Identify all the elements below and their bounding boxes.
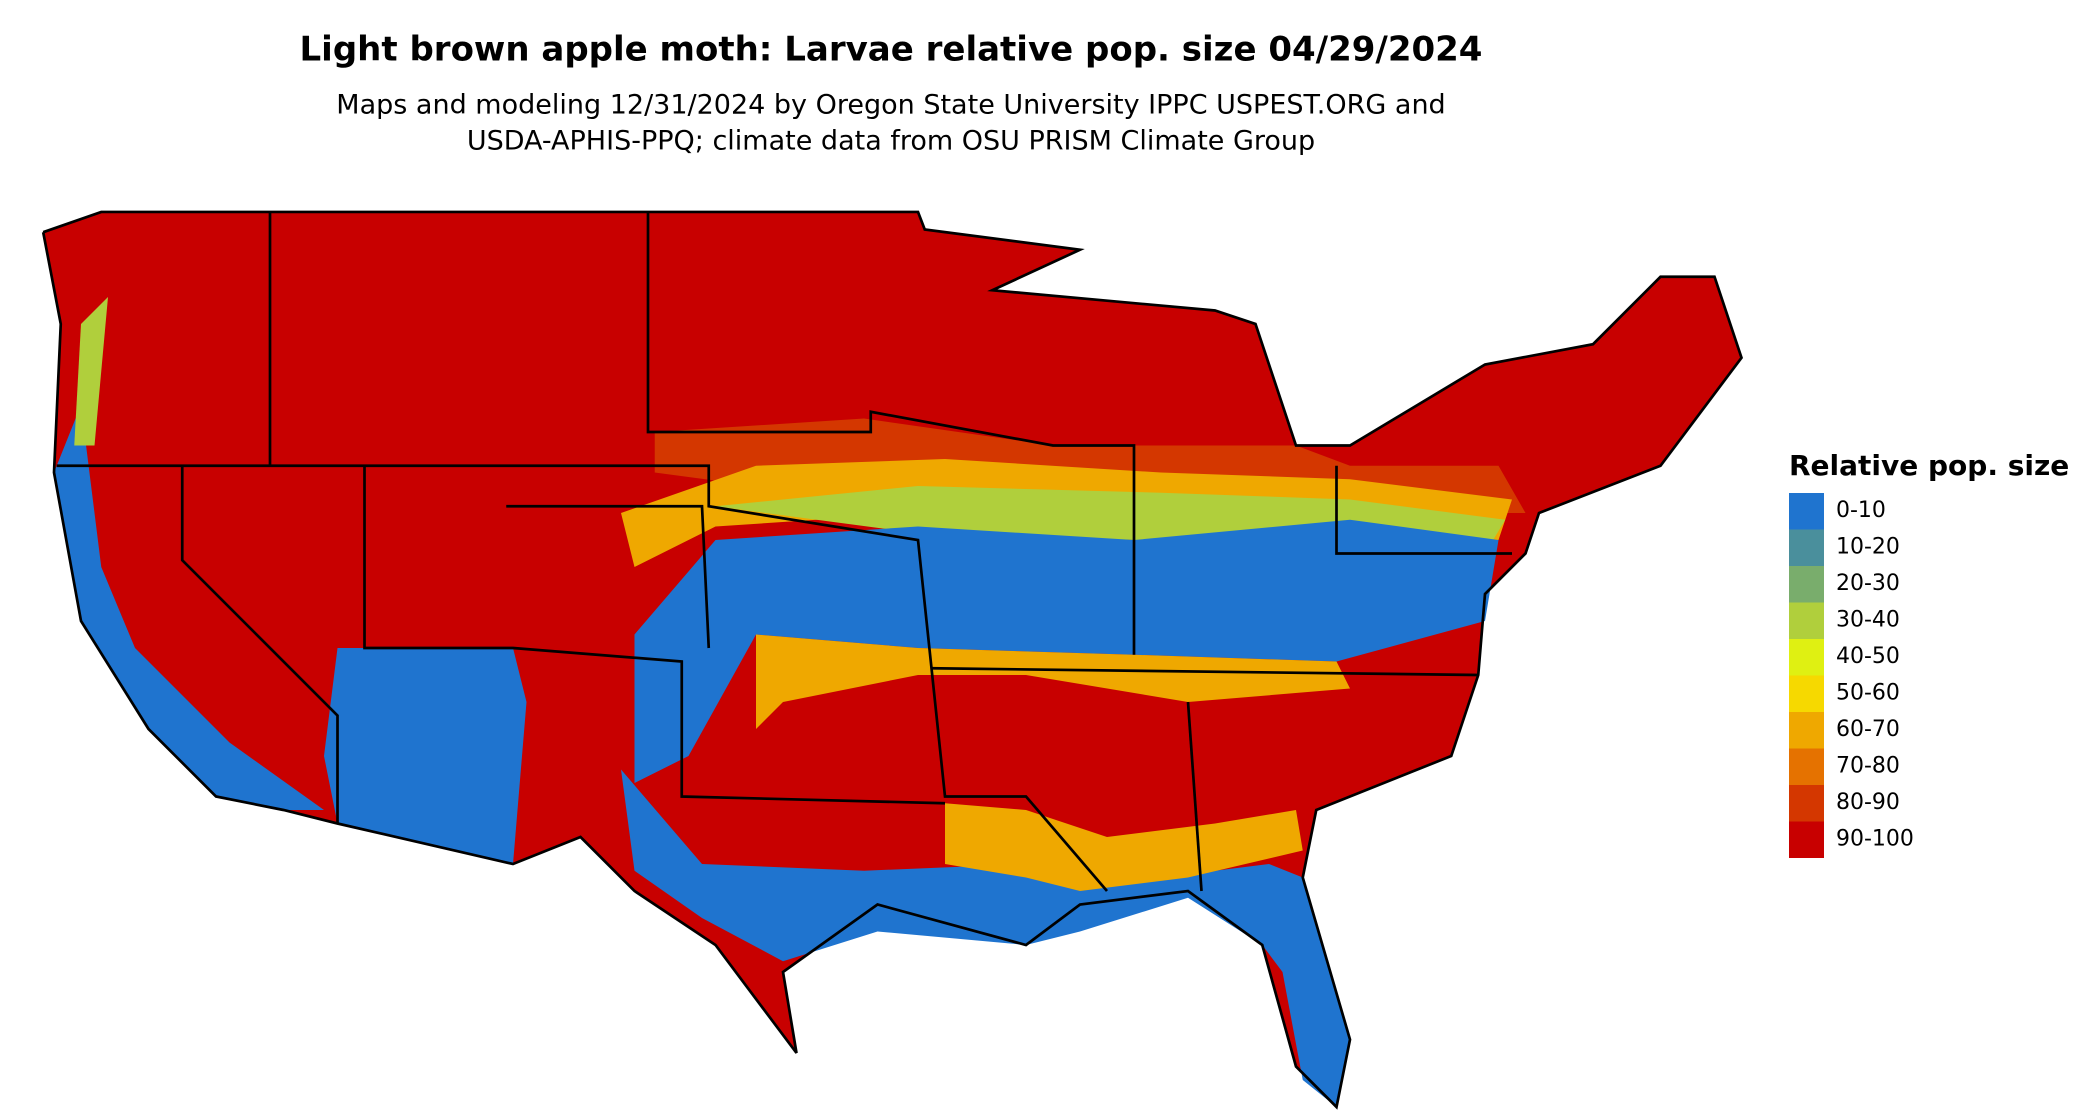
legend-swatch [1789,529,1824,566]
map-region [324,648,527,864]
legend-title: Relative pop. size [1789,449,2069,482]
state-border [1186,701,1203,892]
legend-swatch [1789,639,1824,676]
state-border [56,464,1109,892]
state-border [1335,465,1513,555]
subtitle-line: Maps and modeling 12/31/2024 by Oregon S… [336,90,1445,121]
state-border [363,465,946,805]
legend-swatch [1789,748,1824,785]
legend: 0-10 10-20 20-30 30-40 40-50 50-60 60-70 70-80 8… [1789,493,1914,858]
legend-label: 80-90 [1836,790,1900,815]
state-border [646,211,1136,655]
legend-swatch [1789,493,1824,530]
state-border [506,504,711,649]
state-border [41,210,1744,1110]
legend-swatch [1789,602,1824,639]
state-border [180,465,339,824]
legend-swatch [1789,821,1824,858]
legend-label: 40-50 [1836,644,1900,669]
map-region [74,297,108,446]
map-region [945,803,1303,891]
legend-swatch [1789,675,1824,712]
legend-swatch [1789,566,1824,603]
map-region [621,769,1350,1107]
legend-label: 50-60 [1836,681,1900,706]
map-region [634,519,1499,783]
legend-label: 70-80 [1836,754,1900,779]
legend-label: 30-40 [1836,608,1900,633]
legend-swatch [1789,712,1824,749]
legend-label: 60-70 [1836,717,1900,742]
legend-label: 10-20 [1836,535,1900,560]
map-title: Light brown apple moth: Larvae relative … [300,30,1483,70]
map-region [756,634,1350,729]
subtitle-line: USDA-APHIS-PPQ; climate data from OSU PR… [467,126,1315,157]
legend-label: 20-30 [1836,571,1900,596]
legend-swatch [1789,785,1824,822]
us-map [41,210,1744,1110]
state-border [931,666,1479,677]
legend-label: 90-100 [1836,827,1914,852]
legend-label: 0-10 [1836,498,1886,523]
